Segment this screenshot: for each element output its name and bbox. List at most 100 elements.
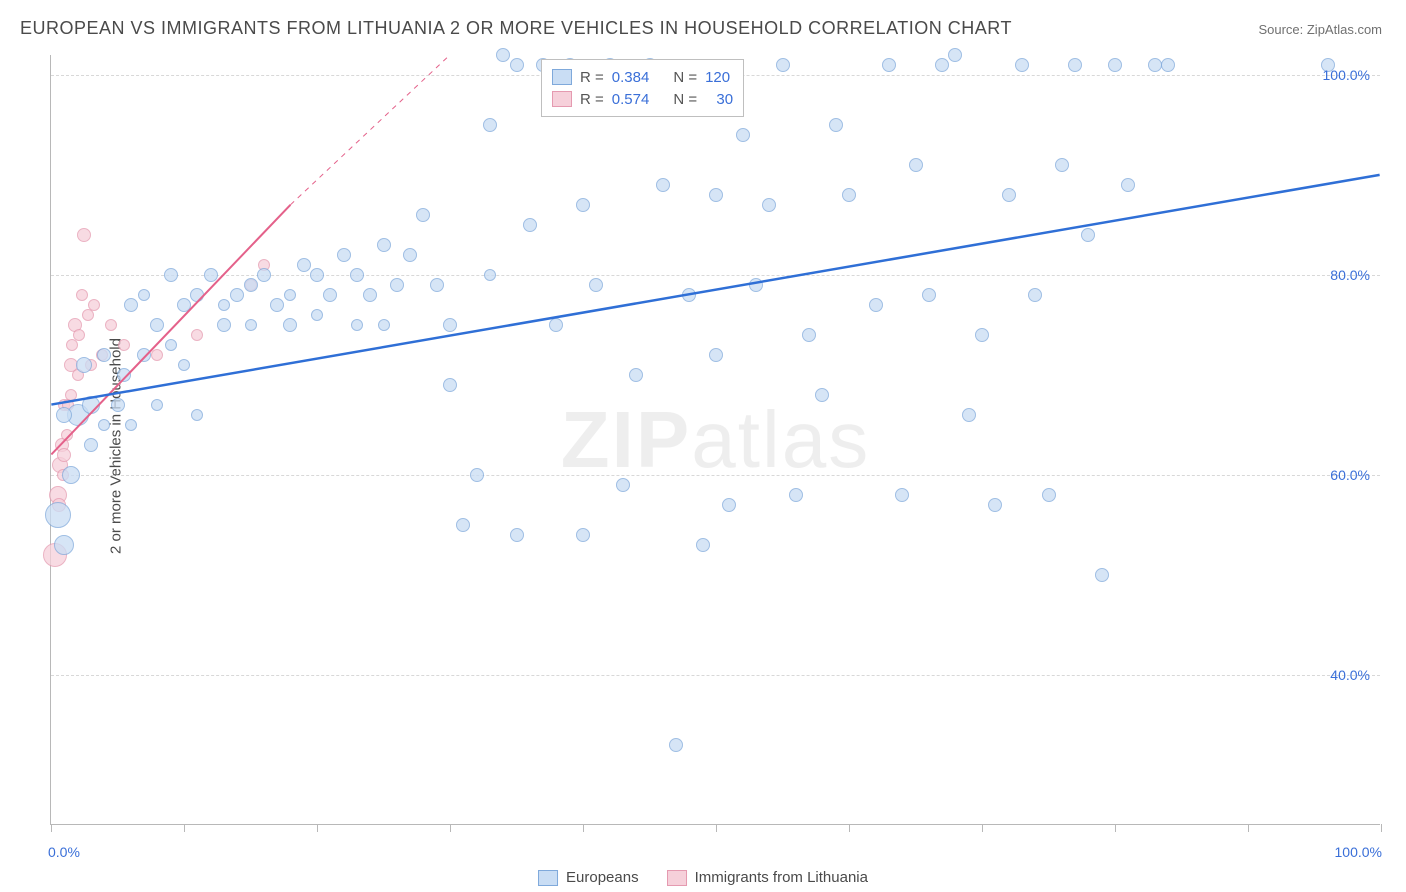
data-point <box>669 738 683 752</box>
swatch-europeans <box>552 69 572 85</box>
gridline <box>51 275 1380 276</box>
data-point <box>416 208 430 222</box>
data-point <box>323 288 337 302</box>
x-tick <box>849 824 850 832</box>
data-point <box>98 419 110 431</box>
x-tick <box>51 824 52 832</box>
n-label: N = <box>673 69 697 86</box>
data-point <box>191 409 203 421</box>
x-tick <box>184 824 185 832</box>
data-point <box>935 58 949 72</box>
data-point <box>244 278 258 292</box>
legend-row-europeans: R = 0.384 N = 120 <box>552 66 733 88</box>
data-point <box>218 299 230 311</box>
x-axis-max-label: 100.0% <box>1335 844 1382 860</box>
data-point <box>616 478 630 492</box>
data-point <box>962 408 976 422</box>
data-point <box>337 248 351 262</box>
data-point <box>350 268 364 282</box>
data-point <box>829 118 843 132</box>
x-tick <box>317 824 318 832</box>
data-point <box>815 388 829 402</box>
data-point <box>869 298 883 312</box>
data-point <box>77 228 91 242</box>
data-point <box>696 538 710 552</box>
data-point <box>736 128 750 142</box>
legend-row-lithuania: R = 0.574 N = 30 <box>552 88 733 110</box>
data-point <box>45 502 71 528</box>
data-point <box>576 528 590 542</box>
data-point <box>549 318 563 332</box>
data-point <box>510 528 524 542</box>
data-point <box>351 319 363 331</box>
data-point <box>297 258 311 272</box>
x-tick <box>1248 824 1249 832</box>
data-point <box>776 58 790 72</box>
data-point <box>1002 188 1016 202</box>
correlation-legend: R = 0.384 N = 120 R = 0.574 N = 30 <box>541 59 744 117</box>
data-point <box>1015 58 1029 72</box>
data-point <box>1068 58 1082 72</box>
data-point <box>456 518 470 532</box>
x-tick <box>1115 824 1116 832</box>
data-point <box>709 188 723 202</box>
data-point <box>105 319 117 331</box>
data-point <box>124 298 138 312</box>
data-point <box>948 48 962 62</box>
r-value-blue: 0.384 <box>612 69 650 86</box>
data-point <box>895 488 909 502</box>
data-point <box>73 329 85 341</box>
data-point <box>97 348 111 362</box>
data-point <box>496 48 510 62</box>
trend-lines <box>51 55 1380 824</box>
data-point <box>523 218 537 232</box>
data-point <box>1108 58 1122 72</box>
data-point <box>62 466 80 484</box>
data-point <box>802 328 816 342</box>
watermark-rest: atlas <box>691 395 870 484</box>
y-tick-label: 80.0% <box>1330 267 1370 283</box>
data-point <box>54 535 74 555</box>
x-tick <box>982 824 983 832</box>
data-point <box>589 278 603 292</box>
data-point <box>284 289 296 301</box>
data-point <box>483 118 497 132</box>
x-tick <box>583 824 584 832</box>
data-point <box>789 488 803 502</box>
r-value-pink: 0.574 <box>612 91 650 108</box>
data-point <box>178 359 190 371</box>
y-tick-label: 100.0% <box>1323 67 1370 83</box>
data-point <box>842 188 856 202</box>
data-point <box>311 309 323 321</box>
data-point <box>430 278 444 292</box>
swatch-lithuania <box>552 91 572 107</box>
data-point <box>909 158 923 172</box>
data-point <box>1121 178 1135 192</box>
plot-area: ZIPatlas R = 0.384 N = 120 R = 0.574 N =… <box>50 55 1380 825</box>
y-tick-label: 60.0% <box>1330 467 1370 483</box>
x-tick <box>450 824 451 832</box>
data-point <box>191 329 203 341</box>
data-point <box>190 288 204 302</box>
swatch-lithuania <box>667 870 687 886</box>
data-point <box>377 238 391 252</box>
x-axis-min-label: 0.0% <box>48 844 80 860</box>
r-label: R = <box>580 91 604 108</box>
data-point <box>165 339 177 351</box>
data-point <box>1148 58 1162 72</box>
data-point <box>1095 568 1109 582</box>
series-legend: Europeans Immigrants from Lithuania <box>538 869 868 886</box>
x-tick <box>1381 824 1382 832</box>
data-point <box>84 438 98 452</box>
data-point <box>310 268 324 282</box>
data-point <box>82 396 100 414</box>
chart-title: EUROPEAN VS IMMIGRANTS FROM LITHUANIA 2 … <box>20 18 1012 39</box>
data-point <box>722 498 736 512</box>
data-point <box>378 319 390 331</box>
data-point <box>443 378 457 392</box>
gridline <box>51 475 1380 476</box>
legend-label-lithuania: Immigrants from Lithuania <box>695 869 868 886</box>
n-label: N = <box>673 91 697 108</box>
data-point <box>975 328 989 342</box>
data-point <box>164 268 178 282</box>
